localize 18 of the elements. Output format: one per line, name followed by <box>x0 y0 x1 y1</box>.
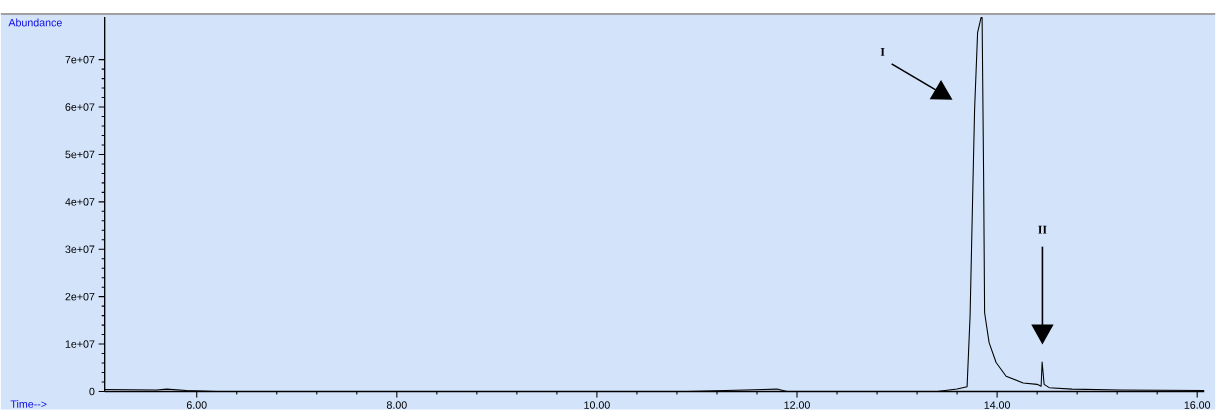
annotation: I <box>880 47 885 56</box>
annotation: II <box>1038 225 1047 234</box>
y-tick-label: 5e+07 <box>65 150 95 158</box>
y-tick-label: 2e+07 <box>65 292 95 301</box>
y-tick-label: 6e+07 <box>65 103 95 111</box>
x-tick-label: 16.00 <box>1184 401 1211 409</box>
x-tick-label: 6.00 <box>186 401 207 409</box>
y-tick-label: 7e+07 <box>65 55 95 64</box>
y-tick-label: 0 <box>89 387 95 396</box>
y-tick-label: 3e+07 <box>65 245 95 253</box>
y-tick-label: 4e+07 <box>65 197 95 206</box>
x-tick-label: 10.00 <box>584 401 610 409</box>
y-tick-label: 1e+07 <box>65 340 95 348</box>
x-tick-label: 14.00 <box>984 401 1011 409</box>
x-tick-label: 12.00 <box>784 401 810 409</box>
x-tick-label: 8.00 <box>386 401 407 409</box>
y-axis-title: Abundance <box>8 18 62 27</box>
x-axis-title: Time--> <box>10 399 47 408</box>
